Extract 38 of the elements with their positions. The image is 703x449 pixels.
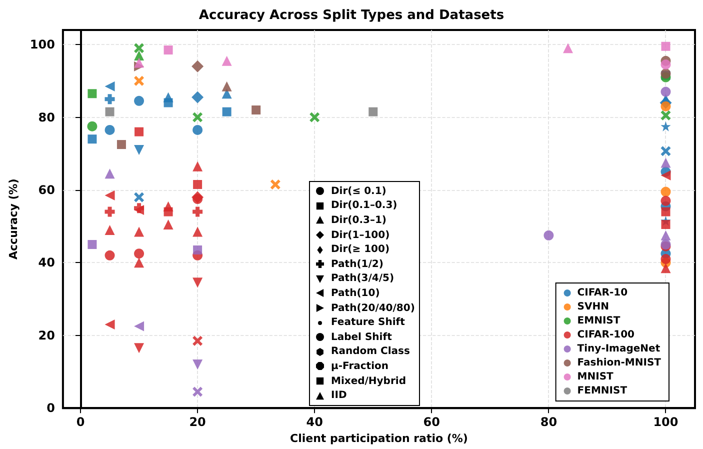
x-tick-label: 40 [306, 415, 323, 430]
legend-label: SVHN [577, 302, 609, 312]
legend-label: EMNIST [577, 316, 620, 326]
annotation: Path(10) [331, 288, 380, 299]
annotation: Dir(≥ 100) [331, 244, 390, 256]
legend-label: CIFAR-100 [577, 330, 635, 340]
x-tick-label: 60 [423, 415, 440, 430]
annotation: Path(1/2) [331, 258, 384, 270]
annotation: Feature Shift [331, 317, 405, 328]
x-tick-label: 80 [540, 415, 558, 430]
chart-title: Accuracy Across Split Types and Datasets [198, 8, 504, 23]
annotation: Dir(0.3–1) [331, 214, 386, 226]
annotation: Dir(0.1–0.3) [331, 200, 398, 212]
y-tick-label: 20 [38, 328, 55, 342]
annotation: Path(20/40/80) [331, 302, 415, 314]
annotation: Label Shift [331, 332, 392, 343]
y-tick-label: 40 [38, 256, 55, 270]
x-tick-label: 100 [653, 415, 678, 430]
legend-label: FEMNIST [577, 386, 628, 396]
y-tick-label: 100 [30, 38, 55, 52]
y-tick-label: 60 [38, 182, 55, 197]
legend-label: CIFAR-10 [577, 288, 628, 298]
x-tick-label: 0 [76, 415, 85, 430]
annotation: Path(3/4/5) [331, 273, 394, 284]
x-tick-label: 20 [189, 415, 206, 430]
y-axis-title: Accuracy (%) [7, 178, 20, 260]
y-tick-label: 80 [38, 110, 55, 124]
annotation: Mixed/Hybrid [331, 376, 406, 387]
annotation: Random Class [331, 346, 410, 358]
legend-label: MNIST [577, 372, 614, 382]
legend-label: Tiny-ImageNet [577, 344, 660, 354]
annotation: μ-Fraction [331, 360, 389, 372]
legend-label: Fashion-MNIST [577, 358, 662, 368]
y-tick-label: 0 [46, 401, 55, 416]
annotation: Dir(1–100) [331, 230, 390, 241]
annotation: IID [331, 390, 347, 402]
annotation: Dir(≤ 0.1) [331, 186, 386, 197]
x-axis-title: Client participation ratio (%) [290, 432, 468, 445]
